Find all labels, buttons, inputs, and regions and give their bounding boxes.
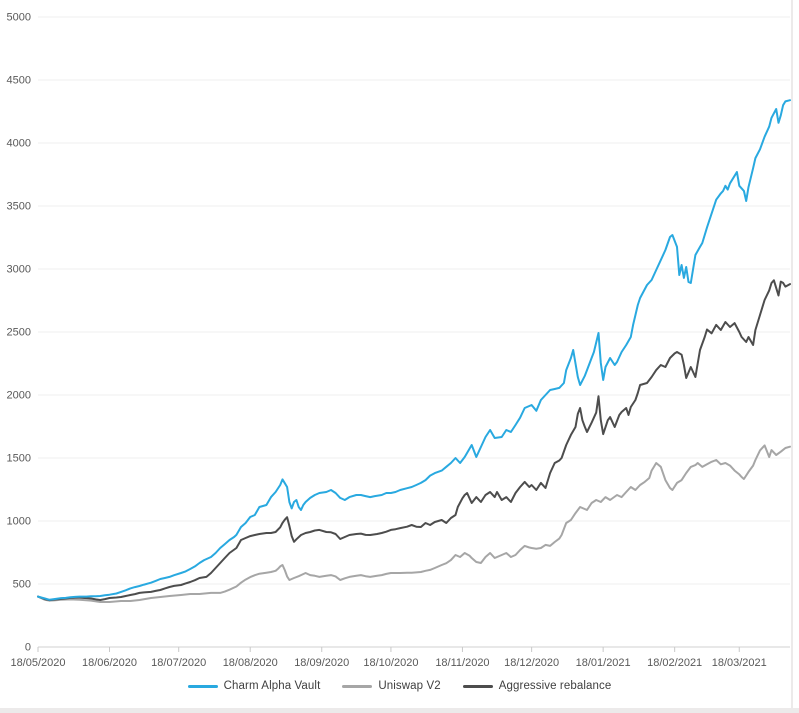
y-axis-tick-label-2000: 2000 — [7, 390, 31, 402]
x-axis-tick-label-18-09-2020: 18/09/2020 — [294, 657, 349, 669]
chart-legend: Charm Alpha Vault Uniswap V2 Aggressive … — [0, 680, 799, 692]
x-axis-tick-label-18-02-2021: 18/02/2021 — [647, 657, 702, 669]
x-axis-tick-label-18-05-2020: 18/05/2020 — [10, 657, 65, 669]
y-axis-tick-label-0: 0 — [25, 642, 31, 654]
legend-swatch-aggressive-rebalance-icon — [462, 684, 493, 688]
x-axis-tick-label-18-06-2020: 18/06/2020 — [82, 657, 137, 669]
x-axis-tick-label-18-10-2020: 18/10/2020 — [363, 657, 418, 669]
legend-label-uniswap-v2: Uniswap V2 — [378, 680, 441, 692]
window-bottom-edge — [0, 708, 799, 713]
series-line-uniswap-v2 — [37, 444, 791, 603]
y-axis-tick-label-3000: 3000 — [7, 264, 31, 276]
series-line-charm-alpha-vault — [37, 99, 791, 601]
y-axis-tick-label-500: 500 — [13, 579, 31, 591]
y-axis-tick-label-3500: 3500 — [7, 201, 31, 213]
y-axis-tick-label-5000: 5000 — [7, 12, 31, 24]
x-axis-tick-label-18-03-2021: 18/03/2021 — [712, 657, 767, 669]
legend-item-uniswap-v2: Uniswap V2 — [342, 680, 441, 692]
legend-label-aggressive-rebalance: Aggressive rebalance — [498, 680, 612, 692]
x-axis-tick-label-18-07-2020: 18/07/2020 — [151, 657, 206, 669]
x-axis-tick-label-18-08-2020: 18/08/2020 — [223, 657, 278, 669]
y-axis-tick-label-2500: 2500 — [7, 327, 31, 339]
y-axis-tick-label-4500: 4500 — [7, 75, 31, 87]
y-axis-tick-label-4000: 4000 — [7, 138, 31, 150]
y-axis-tick-label-1500: 1500 — [7, 453, 31, 465]
x-axis-tick-label-18-01-2021: 18/01/2021 — [576, 657, 631, 669]
legend-swatch-charm-alpha-vault-icon — [187, 684, 218, 688]
y-axis-tick-label-1000: 1000 — [7, 516, 31, 528]
x-axis-tick-label-18-12-2020: 18/12/2020 — [504, 657, 559, 669]
series-line-aggressive-rebalance — [37, 279, 791, 602]
legend-swatch-uniswap-v2-icon — [342, 684, 373, 688]
legend-item-charm-alpha-vault: Charm Alpha Vault — [187, 680, 321, 692]
legend-label-charm-alpha-vault: Charm Alpha Vault — [223, 680, 321, 692]
x-axis-tick-label-18-11-2020: 18/11/2020 — [435, 657, 489, 669]
legend-item-aggressive-rebalance: Aggressive rebalance — [462, 680, 612, 692]
window-right-edge — [791, 0, 793, 713]
